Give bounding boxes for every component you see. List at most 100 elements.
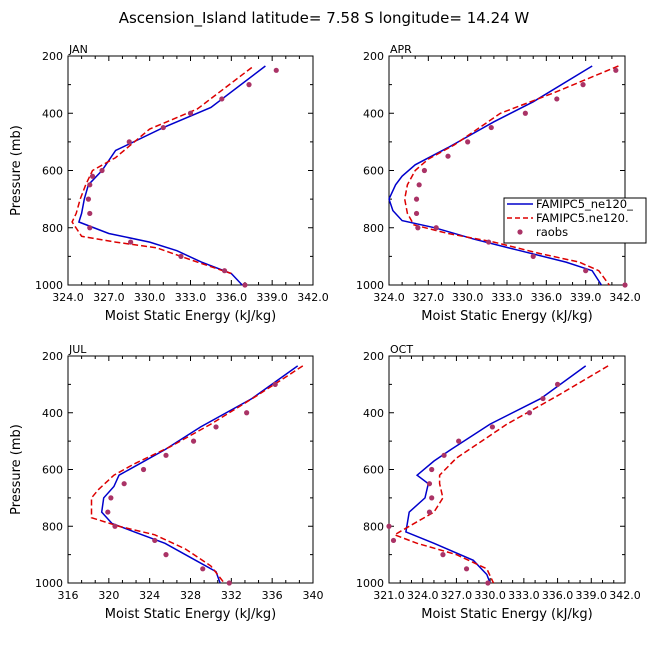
legend-label-model1: FAMIPC5_ne120_	[536, 197, 633, 211]
legend-label-model2: FAMIPC5.ne120.	[536, 211, 629, 225]
raobs-point	[163, 552, 169, 558]
raobs-point	[580, 82, 586, 88]
raobs-point	[622, 282, 628, 288]
x-tick-label: 327.0	[441, 589, 473, 602]
x-tick-label: 333.0	[175, 291, 207, 304]
x-tick-label: 316	[58, 589, 79, 602]
raobs-point	[152, 537, 158, 544]
x-tick-label: 332	[221, 589, 242, 602]
raobs-point	[178, 253, 184, 259]
raobs-point	[488, 124, 494, 131]
x-tick-label: 327.0	[413, 291, 445, 304]
x-tick-label: 327.0	[93, 291, 125, 304]
raobs-point	[554, 381, 561, 387]
raobs-point	[128, 239, 134, 245]
panel-label: APR	[390, 43, 412, 56]
y-tick-label: 400	[42, 407, 63, 420]
raobs-point	[413, 210, 420, 217]
x-tick-label: 336.0	[216, 291, 248, 304]
y-tick-label: 200	[42, 350, 63, 363]
raobs-point	[126, 139, 132, 145]
raobs-point	[421, 167, 427, 174]
x-tick-label: 324.0	[373, 291, 405, 304]
x-tick-label: 342.0	[609, 589, 641, 602]
x-axis-label: Moist Static Energy (kJ/kg)	[421, 607, 592, 622]
panel-jul: JUL 316 320 324 328 332 336 340 200 400 600 800 1000…	[9, 343, 324, 622]
legend: FAMIPC5_ne120_ FAMIPC5.ne120. raobs	[503, 197, 647, 244]
x-axis-label: Moist Static Energy (kJ/kg)	[105, 607, 276, 622]
x-axis-label: Moist Static Energy (kJ/kg)	[421, 309, 592, 324]
x-tick-label: 342.0	[297, 291, 329, 304]
raobs-point	[244, 410, 250, 416]
x-tick-label: 342.0	[609, 291, 641, 304]
x-tick-label: 339.0	[256, 291, 288, 304]
y-tick-label: 800	[363, 520, 384, 533]
raobs-point	[433, 225, 439, 231]
raobs-point	[160, 124, 166, 131]
x-tick-label: 336.0	[531, 291, 563, 304]
figure-title: Ascension_Island latitude= 7.58 S longit…	[119, 9, 530, 28]
raobs-point	[429, 466, 435, 473]
raobs-point	[246, 82, 252, 88]
series-line-model1	[100, 365, 299, 584]
y-tick-label: 800	[42, 520, 63, 533]
y-tick-label: 1000	[35, 279, 63, 292]
raobs-point	[87, 225, 93, 231]
y-tick-label: 1000	[35, 577, 63, 590]
y-tick-label: 400	[42, 107, 63, 120]
raobs-point	[386, 523, 392, 529]
raobs-point	[456, 438, 462, 444]
raobs-point	[530, 253, 536, 259]
raobs-point	[213, 424, 219, 430]
y-tick-label: 600	[42, 165, 63, 178]
y-tick-label: 1000	[356, 279, 384, 292]
raobs-point	[489, 424, 495, 430]
y-tick-label: 800	[363, 222, 384, 235]
raobs-point	[613, 67, 619, 73]
y-tick-label: 600	[363, 464, 384, 477]
x-tick-label: 324.0	[52, 291, 84, 304]
raobs-point	[426, 481, 433, 487]
x-tick-label: 336	[262, 589, 283, 602]
x-tick-label: 330.0	[474, 589, 506, 602]
x-tick-label: 330.0	[134, 291, 166, 304]
x-tick-label: 321.0	[373, 589, 405, 602]
panel-jan: JAN 324.0 327.0 330.0 333.0 336.0 339.0 342.0 20…	[9, 43, 329, 324]
raobs-point	[540, 395, 546, 402]
plot-frame	[67, 55, 314, 286]
y-axis-label: Pressure (mb)	[9, 424, 24, 515]
x-tick-label: 328	[180, 589, 201, 602]
series-line-model2	[392, 365, 609, 584]
y-tick-label: 200	[363, 350, 384, 363]
x-tick-label: 336.0	[542, 589, 574, 602]
raobs-point	[583, 268, 589, 274]
panel-apr: APR 324.0 327.0 330.0 333.0 336.0 339.0 342.0 20…	[356, 43, 641, 324]
plot-frame	[67, 355, 314, 584]
raobs-point	[441, 452, 447, 458]
raobs-point	[416, 182, 422, 188]
raobs-point	[190, 438, 197, 444]
x-tick-label: 333.0	[491, 291, 523, 304]
x-axis-label: Moist Static Energy (kJ/kg)	[105, 309, 276, 324]
panel-label: JAN	[68, 43, 88, 56]
series-line-model1	[405, 365, 587, 584]
raobs-point	[426, 509, 433, 515]
raobs-point	[219, 96, 225, 102]
raobs-point	[485, 580, 491, 586]
x-tick-label: 340	[303, 589, 324, 602]
raobs-point	[429, 495, 435, 501]
y-tick-label: 200	[42, 50, 63, 63]
y-tick-label: 1000	[356, 577, 384, 590]
x-tick-label: 339.0	[570, 291, 602, 304]
raobs-point	[221, 268, 228, 274]
x-tick-label: 324.0	[407, 589, 439, 602]
x-tick-label: 330.0	[452, 291, 484, 304]
raobs-point	[273, 67, 279, 73]
raobs-point	[105, 509, 111, 515]
raobs-point	[554, 96, 560, 102]
raobs-point	[242, 282, 248, 288]
y-tick-label: 400	[363, 107, 384, 120]
raobs-point	[187, 110, 194, 116]
raobs-point	[390, 537, 397, 544]
